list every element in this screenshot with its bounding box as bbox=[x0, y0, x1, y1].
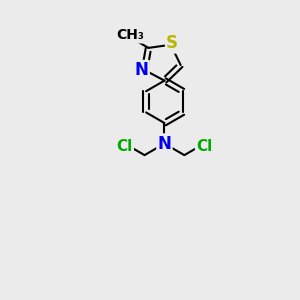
Text: Cl: Cl bbox=[196, 139, 212, 154]
Text: Cl: Cl bbox=[116, 139, 133, 154]
Text: N: N bbox=[158, 135, 171, 153]
Text: CH₃: CH₃ bbox=[116, 28, 144, 42]
Text: N: N bbox=[135, 61, 148, 79]
Text: S: S bbox=[166, 34, 178, 52]
